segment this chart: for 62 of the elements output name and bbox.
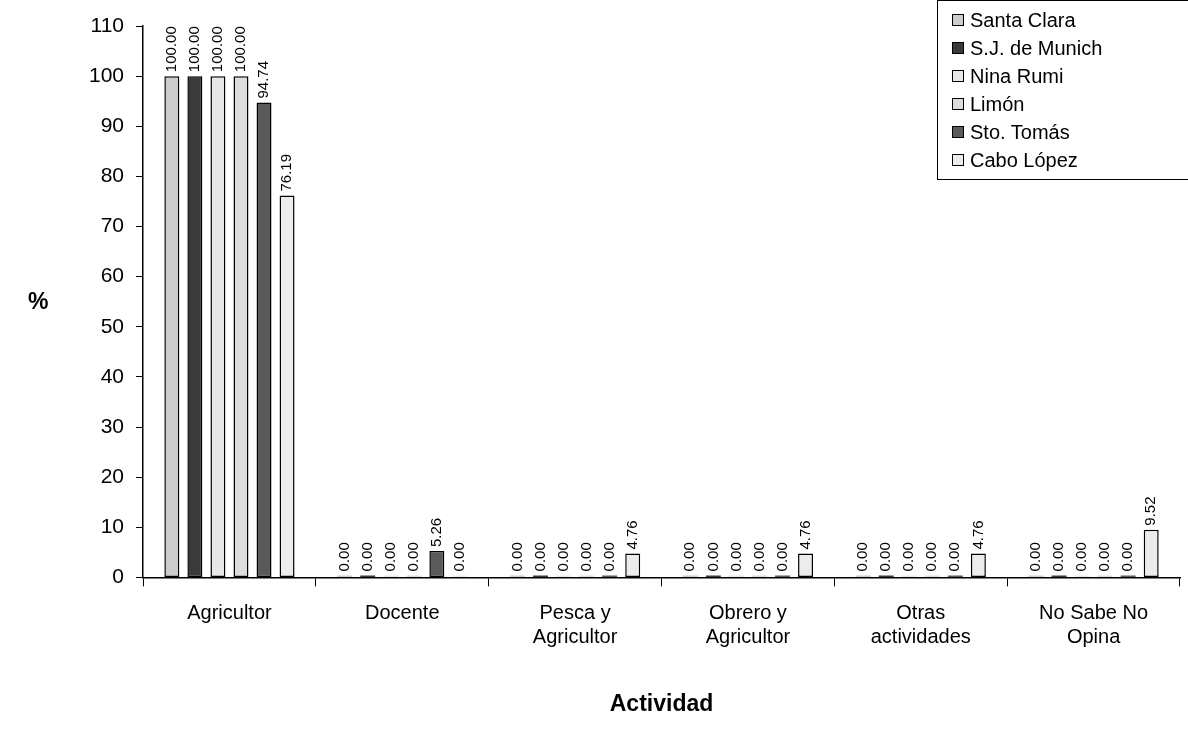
x-tick-label: Obrero y Agricultor: [705, 600, 791, 647]
x-tick-label: Otras actividades: [870, 600, 971, 647]
data-label: 0.00: [726, 542, 744, 572]
data-label: 0.00: [1118, 542, 1136, 572]
data-label: 4.76: [622, 520, 640, 550]
data-label: 0.00: [899, 542, 917, 572]
legend-label: S.J. de Munich: [970, 36, 1103, 60]
y-axis-title: %: [28, 287, 49, 315]
legend-label: Santa Clara: [970, 8, 1076, 32]
y-tick-label: 50: [100, 313, 125, 337]
data-label: 0.00: [507, 542, 525, 572]
data-label: 100.00: [208, 26, 226, 73]
data-label: 0.00: [403, 542, 421, 572]
data-label: 100.00: [161, 26, 179, 73]
y-tick-label: 0: [112, 564, 125, 588]
data-label: 0.00: [380, 542, 398, 572]
data-label: 0.00: [357, 542, 375, 572]
y-tick-label: 90: [100, 113, 125, 137]
legend-label: Sto. Tomás: [970, 120, 1070, 144]
data-label: 4.76: [795, 520, 813, 550]
data-label: 0.00: [749, 542, 767, 572]
data-label: 0.00: [876, 542, 894, 572]
data-label: 0.00: [1049, 542, 1067, 572]
data-label: 0.00: [450, 542, 468, 572]
y-tick-label: 100: [88, 62, 125, 86]
x-tick-label: Docente: [365, 600, 440, 623]
y-tick-label: 30: [100, 413, 125, 437]
legend-label: Limón: [970, 92, 1025, 116]
data-label: 0.00: [599, 542, 617, 572]
data-label: 5.26: [426, 517, 444, 548]
y-tick-label: 20: [100, 463, 125, 487]
data-label: 0.00: [530, 542, 548, 572]
data-label: 9.52: [1141, 496, 1159, 526]
data-label: 0.00: [1072, 542, 1090, 572]
y-tick-label: 60: [100, 263, 125, 287]
data-label: 0.00: [945, 542, 963, 572]
data-label: 0.00: [553, 542, 571, 572]
data-label: 76.19: [277, 153, 295, 192]
x-tick-label: Agricultor: [187, 600, 273, 623]
x-axis-title: Actividad: [609, 689, 714, 716]
data-label: 100.00: [185, 26, 203, 73]
data-label: 94.74: [254, 60, 272, 99]
legend-label: Cabo López: [970, 148, 1078, 172]
data-label: 0.00: [1095, 542, 1113, 572]
x-tick-label: Pesca y Agricultor: [532, 600, 618, 647]
data-label: 0.00: [576, 542, 594, 572]
data-label: 0.00: [853, 542, 871, 572]
y-tick-label: 40: [100, 363, 125, 387]
data-label: 0.00: [922, 542, 940, 572]
data-label: 0.00: [680, 542, 698, 572]
data-label: 0.00: [334, 542, 352, 572]
data-label: 0.00: [1026, 542, 1044, 572]
legend-label: Nina Rumi: [970, 64, 1064, 88]
data-label: 100.00: [231, 26, 249, 73]
data-label: 0.00: [772, 542, 790, 572]
y-tick-label: 10: [100, 514, 125, 538]
data-label: 0.00: [703, 542, 721, 572]
y-tick-label: 70: [100, 213, 125, 237]
data-label: 4.76: [968, 520, 986, 550]
y-tick-label: 110: [90, 12, 125, 36]
y-tick-label: 80: [100, 163, 125, 187]
x-tick-label: No Sabe No Opina: [1039, 600, 1149, 647]
